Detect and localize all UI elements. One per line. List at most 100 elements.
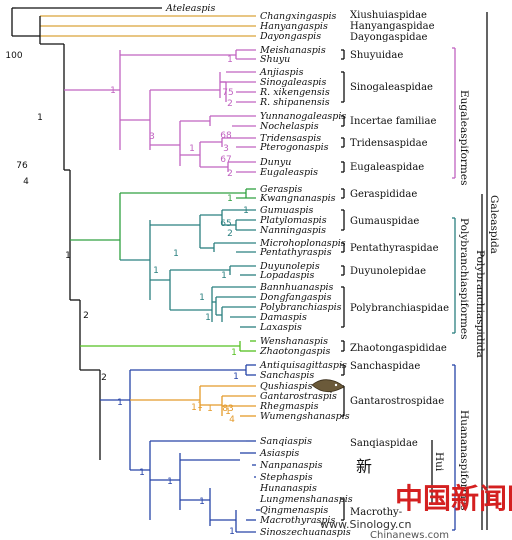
- order-label: Polybranchiaspidida: [474, 250, 486, 358]
- taxon-label: Wumengshanaspis: [260, 411, 350, 422]
- support-value: 1: [37, 113, 43, 123]
- family-label: Macrothy-: [350, 507, 402, 518]
- taxon-label: Ateleaspis: [165, 3, 215, 14]
- support-value: 1: [229, 527, 235, 537]
- fish-illustration: [311, 379, 345, 393]
- support-value: 1: [65, 251, 71, 261]
- taxon-label: Sinogaleaspis: [260, 77, 326, 88]
- taxon-label: Hunanaspis: [259, 483, 317, 494]
- family-label: Gumauspidae: [350, 216, 419, 227]
- taxon-label: Shuyu: [260, 54, 290, 65]
- taxon-label: Eugaleaspis: [259, 167, 318, 178]
- taxon-label: Qingmenaspis: [260, 505, 328, 516]
- support-value: 1: [227, 194, 233, 204]
- family-label: Geraspididae: [350, 189, 417, 200]
- support-value: 2: [227, 169, 233, 179]
- support-value: 2: [101, 373, 107, 383]
- support-value: 1: [221, 271, 227, 281]
- taxon-label: Geraspis: [260, 184, 302, 195]
- family-label: Dayongaspidae: [350, 32, 428, 43]
- taxon-label: Nanpanaspis: [259, 460, 323, 471]
- taxon-label: Rhegmaspis: [259, 401, 319, 412]
- taxon-label: Lungmenshanaspis: [259, 494, 353, 505]
- support-value: 75: [222, 88, 233, 98]
- taxon-label: Polybranchiaspis: [259, 302, 342, 313]
- family-label: Sinogaleaspidae: [350, 82, 433, 93]
- order-label: Polybranchiaspiformes: [458, 218, 470, 340]
- taxon-label: Wenshanaspis: [260, 336, 328, 347]
- taxon-label: R. xikengensis: [259, 87, 330, 98]
- support-value: 1: [189, 144, 195, 154]
- taxon-label: Kwangnanaspis: [259, 193, 336, 204]
- taxon-label: Laxaspis: [259, 322, 302, 333]
- taxon-label: Damaspis: [259, 312, 307, 323]
- support-value: 100: [5, 51, 22, 61]
- family-label: Polybranchiaspidae: [350, 303, 449, 314]
- support-value: 1: [199, 497, 205, 507]
- support-value: 76: [16, 161, 28, 171]
- support-value: 65: [220, 219, 231, 229]
- taxon-label: Nanningaspis: [259, 225, 326, 236]
- taxon-label: Dunyu: [259, 157, 291, 168]
- family-label: Shuyuidae: [350, 50, 403, 61]
- taxon-label: Pterogonaspis: [259, 142, 329, 153]
- order-label: Huananaspiformes: [458, 410, 470, 510]
- support-value: 2: [227, 229, 233, 239]
- support-value: 1: [191, 403, 197, 413]
- watermark-url: www.Sinology.cn: [320, 518, 411, 531]
- taxon-label: Hanyangaspis: [259, 21, 328, 32]
- family-label: Hanyangaspidae: [350, 21, 435, 32]
- support-value: 1: [199, 293, 205, 303]
- order-label: Eugaleaspiformes: [458, 90, 470, 186]
- watermark-site: Chinanews.com: [370, 530, 449, 540]
- taxon-label: Qushiaspis: [260, 381, 313, 392]
- support-value: 1: [197, 401, 203, 411]
- order-label: Galeaspida: [488, 195, 500, 254]
- taxon-label: Tridensaspis: [260, 133, 321, 144]
- taxon-label: Platylomaspis: [259, 215, 327, 226]
- taxon-label: Zhaotongaspis: [259, 346, 330, 357]
- taxon-label: Antiquisagittaspis: [259, 360, 347, 371]
- support-value: 1: [233, 372, 239, 382]
- taxon-label: Lopadaspis: [259, 270, 315, 281]
- support-value: 1: [243, 206, 249, 216]
- support-value: 1: [207, 404, 213, 414]
- support-value: 2: [227, 99, 233, 109]
- support-value: 1: [167, 477, 173, 487]
- support-value: 1: [139, 468, 145, 478]
- support-value: 83: [222, 404, 233, 414]
- family-label: Zhaotongaspididae: [350, 343, 447, 354]
- support-value: 3: [149, 132, 155, 142]
- taxon-label: Microhoplonaspis: [259, 238, 346, 249]
- taxon-label: Meishanaspis: [259, 45, 326, 56]
- watermark-character: 新: [356, 457, 372, 476]
- taxon-label: Nochelaspis: [259, 121, 319, 132]
- taxon-label: Yunnanogaleaspis: [260, 111, 346, 122]
- taxon-label: Dayongaspis: [259, 31, 321, 42]
- support-value: 4: [229, 415, 235, 425]
- order-label: Hui: [433, 452, 445, 472]
- taxon-label: R. shipanensis: [259, 97, 330, 108]
- taxon-label: Sinoszechuanaspis: [260, 527, 351, 538]
- taxon-label: Pentathyraspis: [259, 247, 332, 258]
- taxon-label: Macrothyraspis: [259, 515, 335, 526]
- taxon-label: Gumuaspis: [260, 205, 313, 216]
- support-value: 3: [223, 144, 229, 154]
- support-value: 67: [220, 155, 231, 165]
- family-label: Tridensaspidae: [350, 138, 428, 149]
- taxon-label: Changxingaspis: [260, 11, 337, 22]
- support-value: 1: [173, 249, 179, 259]
- family-label: Xiushuiaspidae: [350, 10, 427, 21]
- taxon-label: Asiaspis: [259, 448, 299, 459]
- support-value: 1: [117, 398, 123, 408]
- support-value: 4: [23, 177, 29, 187]
- taxon-label: Anjiaspis: [259, 67, 304, 78]
- support-value: 1: [110, 86, 116, 96]
- taxon-label: Bannhuanaspis: [259, 282, 334, 293]
- fish-eye: [334, 383, 338, 387]
- family-label: Incertae familiae: [350, 116, 436, 127]
- family-label: Gantarostrospidae: [350, 396, 444, 407]
- taxon-label: Stephaspis: [260, 472, 313, 483]
